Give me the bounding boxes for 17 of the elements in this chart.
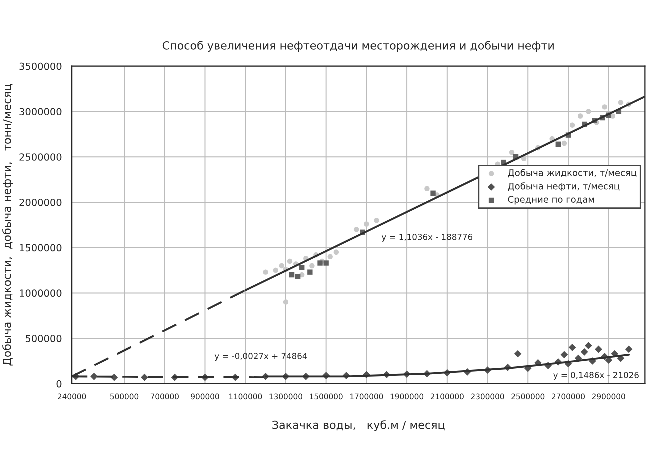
y-tick-label: 0 [56,380,62,388]
y-tick-label: 2000000 [20,198,62,206]
legend-label: Добыча нефти, т/месяц [508,182,620,192]
y-axis-title: Добыча жидкости, добыча нефти, тонн/месяц [2,84,14,366]
chart-title: Способ увеличения нефтеотдачи месторождения и добычи нефти [162,41,554,52]
y-tick-label: 3000000 [20,108,62,116]
y-tick-label: 2500000 [20,154,62,161]
legend-label: Средние по годам [508,196,594,205]
annotation: y = 1,1036x - 188776 [382,234,473,242]
y-tick-label: 1000000 [20,290,62,298]
y-tick-label: 3500000 [20,62,62,70]
x-axis-title: Закачка воды, куб.м / месяц [272,420,445,432]
y-tick-label: 500000 [26,335,62,342]
annotation: y = -0,0027x + 74864 [214,353,308,361]
annotation: y = 0,1486x - 21026 [554,372,639,380]
y-tick-label: 1500000 [20,244,62,252]
legend-label: Добыча жидкости, т/месяц [508,169,637,178]
